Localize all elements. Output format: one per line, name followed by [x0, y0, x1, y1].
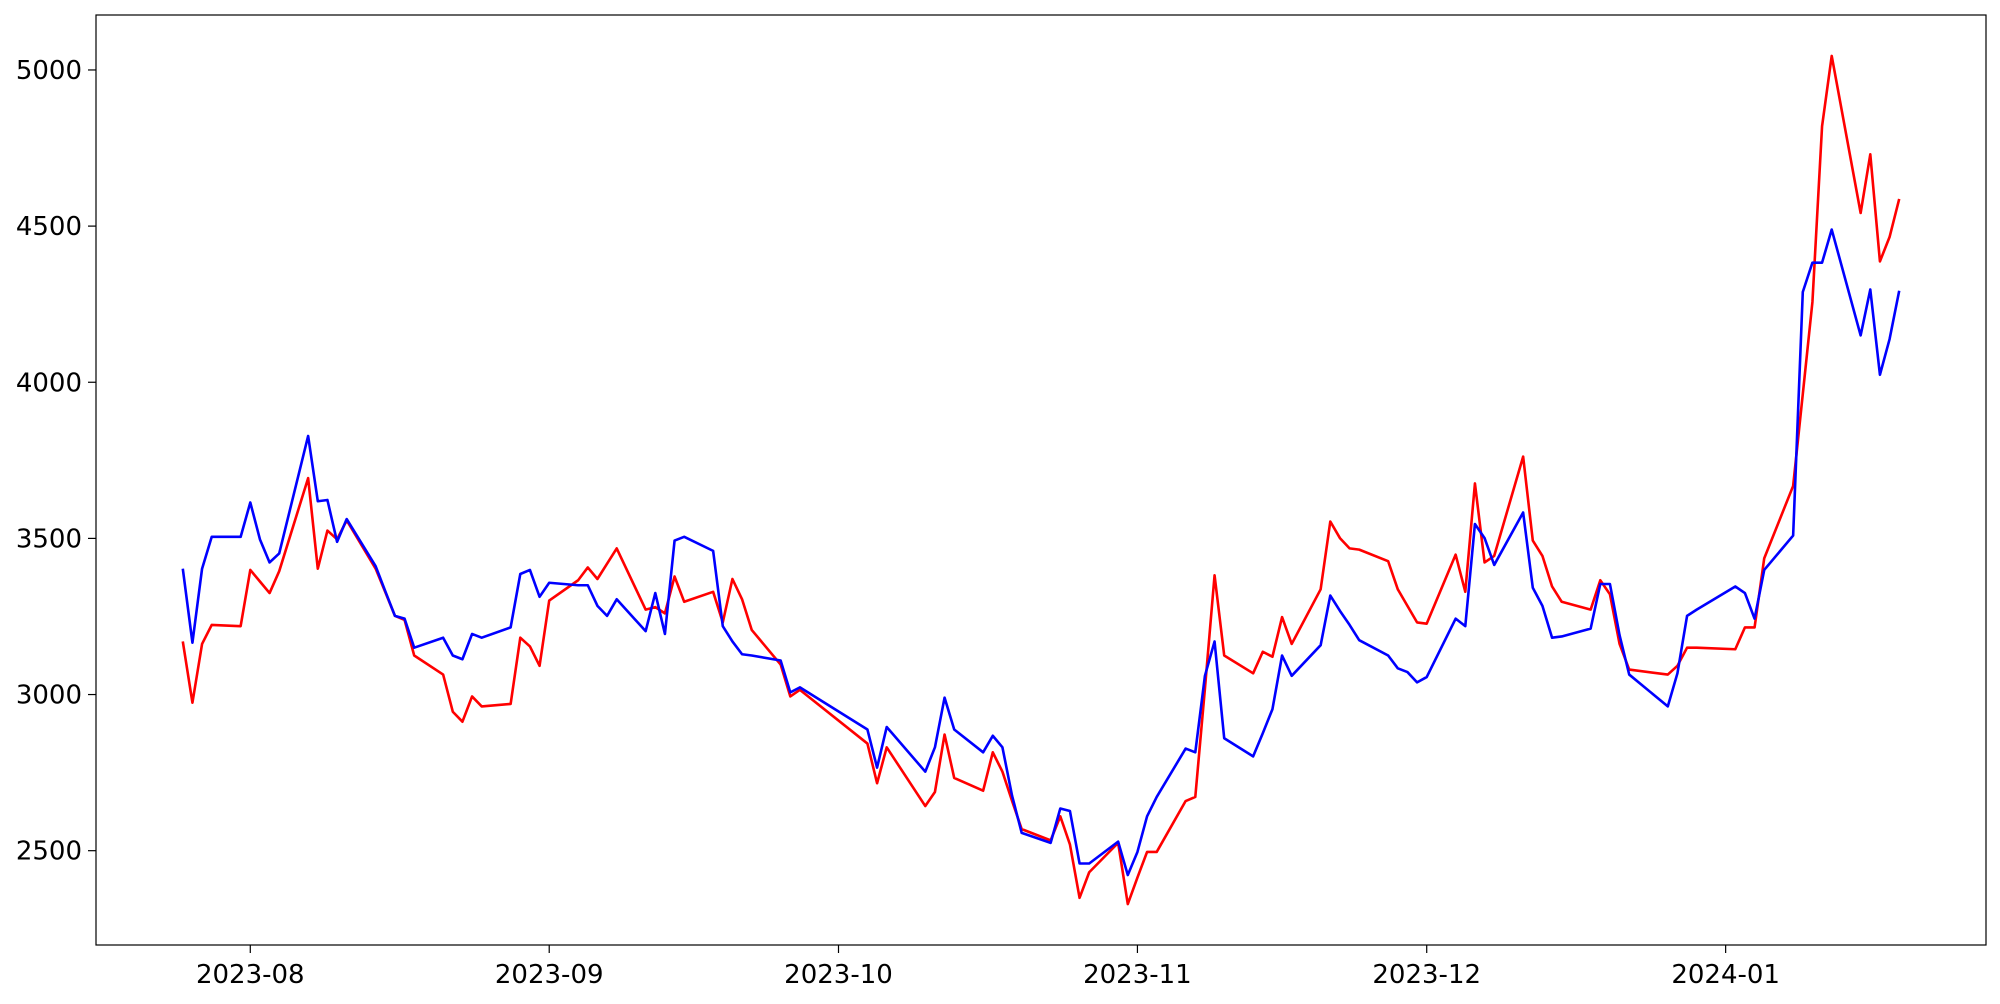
x-tick-label: 2023-10 [784, 960, 893, 990]
y-tick-label: 3500 [16, 524, 82, 554]
plot-frame [95, 14, 1987, 946]
x-tick-label: 2024-01 [1671, 960, 1780, 990]
x-tick-label: 2023-09 [495, 960, 604, 990]
y-tick-label: 4000 [16, 368, 82, 398]
x-tick-label: 2023-12 [1372, 960, 1481, 990]
x-tick-label: 2023-08 [196, 960, 305, 990]
y-tick-label: 5000 [16, 56, 82, 86]
series-line [181, 54, 1901, 906]
x-tick-label: 2023-11 [1083, 960, 1192, 990]
y-tick-label: 3000 [16, 681, 82, 711]
series-line [181, 228, 1901, 877]
y-tick-label: 4500 [16, 212, 82, 242]
y-tick-label: 2500 [16, 837, 82, 867]
